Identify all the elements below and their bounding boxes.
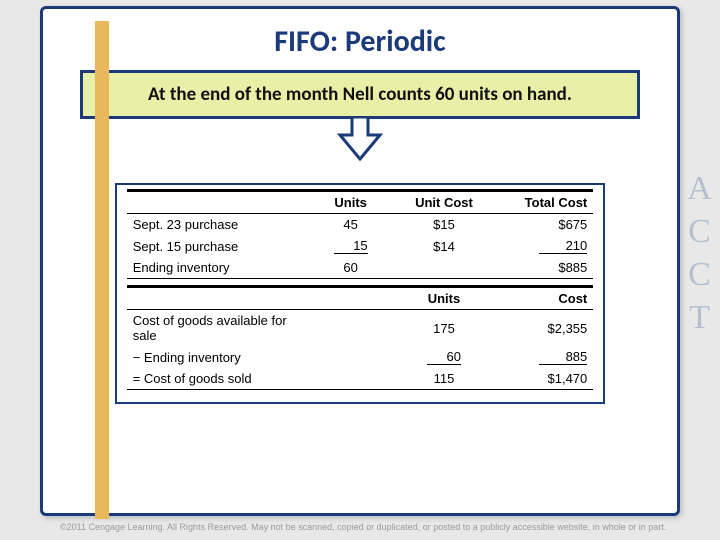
slide-frame: FIFO: Periodic At the end of the month N… [40, 6, 680, 516]
brand-watermark: ACCT [688, 170, 718, 390]
row-total-cost: $675 [491, 214, 594, 236]
row-desc: Cost of goods available for sale [127, 310, 304, 347]
table-header-row: Units Unit Cost Total Cost [127, 191, 594, 214]
table-header-row: Units Cost [127, 287, 594, 310]
row-unit-cost: $15 [397, 214, 490, 236]
row-units: 175 [397, 310, 490, 347]
row-total-cost: $885 [491, 257, 594, 279]
col-cost-header: Cost [491, 287, 594, 310]
col-total-cost-header: Total Cost [491, 191, 594, 214]
arrow-path [340, 117, 380, 159]
row-cost: $2,355 [491, 310, 594, 347]
arrow-down-icon [332, 117, 388, 163]
cogs-table: Units Cost Cost of goods available for s… [127, 285, 594, 396]
row-unit-cost: $14 [397, 235, 490, 257]
row-desc: = Cost of goods sold [127, 368, 304, 390]
row-cost: 885 [491, 346, 594, 368]
tables-container: Units Unit Cost Total Cost Sept. 23 purc… [115, 183, 605, 404]
left-accent-bar [95, 21, 109, 519]
row-units: 115 [397, 368, 490, 390]
table-row: = Cost of goods sold 115 $1,470 [127, 368, 594, 390]
row-units: 45 [304, 214, 397, 236]
row-units: 60 [304, 257, 397, 279]
row-units: 60 [397, 346, 490, 368]
callout-text: At the end of the month Nell counts 60 u… [148, 83, 572, 106]
table-row: Sept. 15 purchase 15 $14 210 [127, 235, 594, 257]
row-desc: Sept. 15 purchase [127, 235, 304, 257]
callout-box: At the end of the month Nell counts 60 u… [80, 70, 640, 119]
row-desc: Sept. 23 purchase [127, 214, 304, 236]
table-total-row: Ending inventory 60 $885 [127, 257, 594, 279]
row-desc: Ending inventory [127, 257, 304, 279]
row-units: 15 [304, 235, 397, 257]
col-units-header: Units [397, 287, 490, 310]
row-total-cost: 210 [491, 235, 594, 257]
row-desc: − Ending inventory [127, 346, 304, 368]
inventory-breakdown-table: Units Unit Cost Total Cost Sept. 23 purc… [127, 189, 594, 285]
table-row: − Ending inventory 60 885 [127, 346, 594, 368]
arrow-down [43, 117, 677, 163]
col-unit-cost-header: Unit Cost [397, 191, 490, 214]
slide-title: FIFO: Periodic [43, 9, 677, 70]
table-row: Cost of goods available for sale 175 $2,… [127, 310, 594, 347]
copyright-text: ©2011 Cengage Learning. All Rights Reser… [60, 522, 666, 532]
table-row: Sept. 23 purchase 45 $15 $675 [127, 214, 594, 236]
col-units-header: Units [304, 191, 397, 214]
row-cost: $1,470 [491, 368, 594, 390]
